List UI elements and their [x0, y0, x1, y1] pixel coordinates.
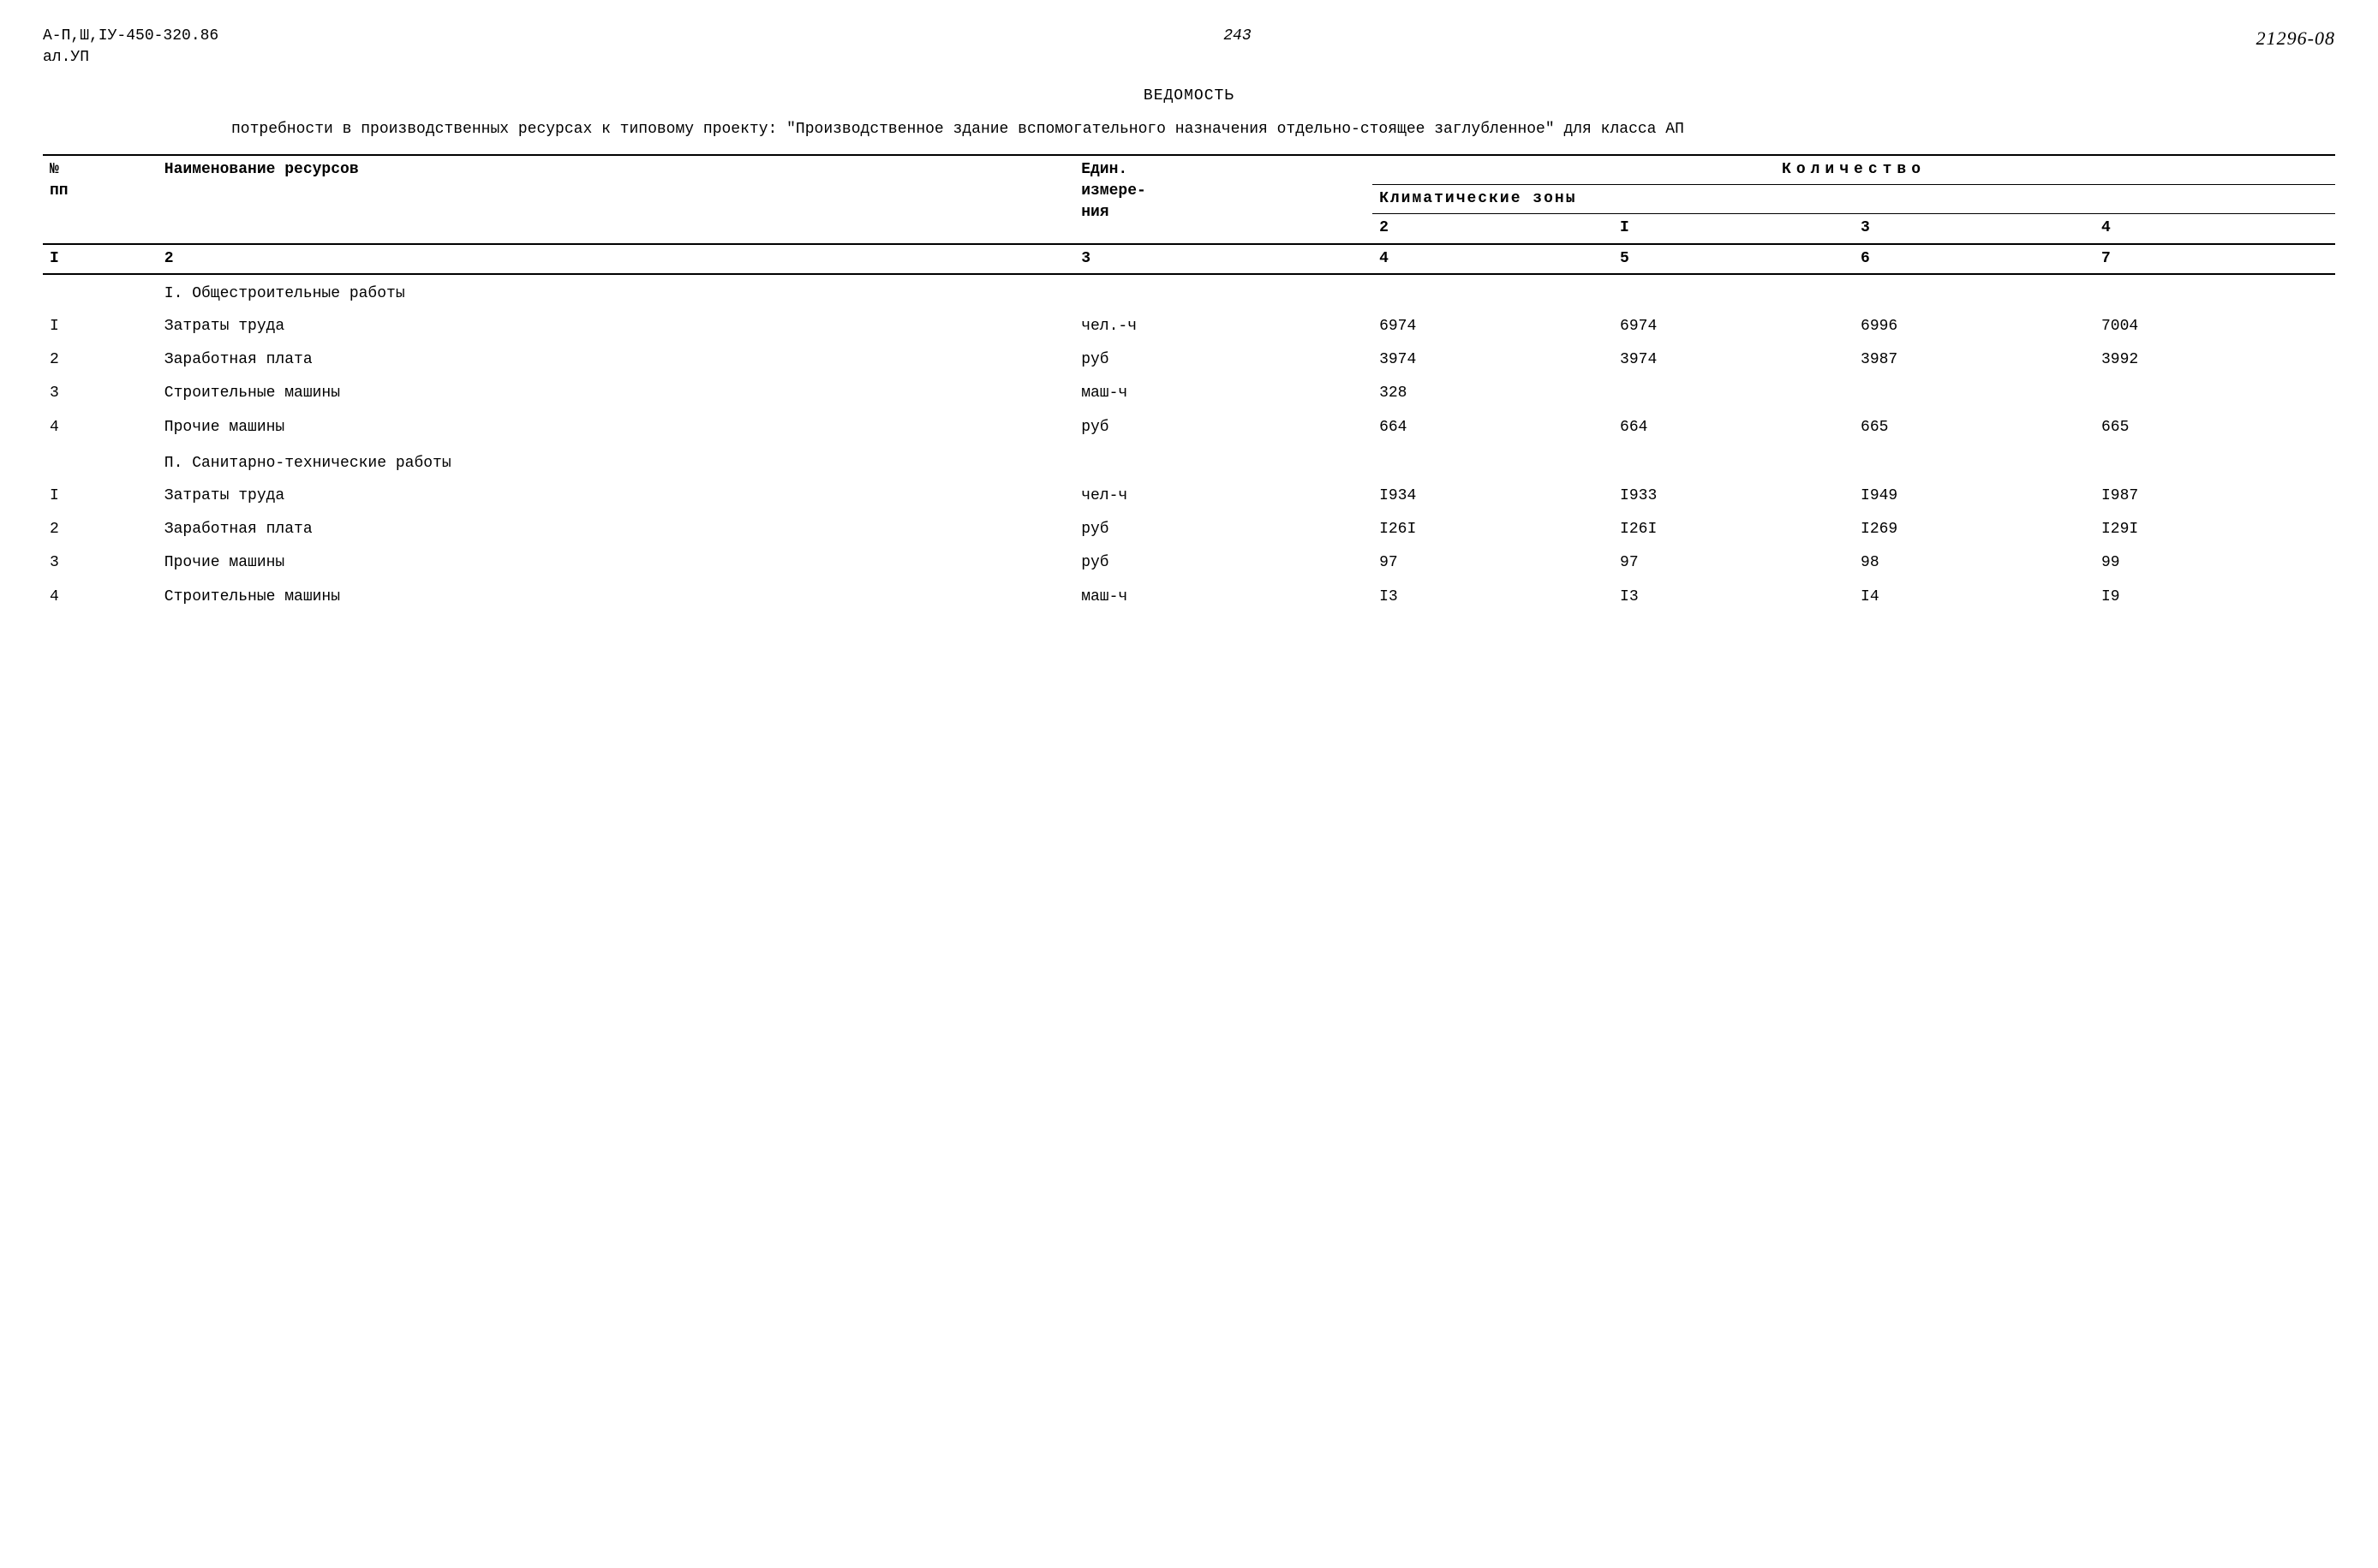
zone-val-1: 97: [1372, 546, 1613, 580]
row-name: Заработная плата: [158, 343, 1074, 377]
table-row: 3Строительные машинымаш-ч328: [43, 377, 2335, 410]
zone-val-4: 3992: [2094, 343, 2335, 377]
section-title-row: П. Санитарно-технические работы: [43, 444, 2335, 480]
row-num: I: [43, 310, 158, 343]
row-num: I: [43, 480, 158, 513]
table-row: 4Прочие машиныруб664664665665: [43, 411, 2335, 444]
colnum-3: 3: [1074, 244, 1372, 274]
zone-val-4: I9: [2094, 581, 2335, 614]
row-unit: чел.-ч: [1074, 310, 1372, 343]
zone-val-4: 99: [2094, 546, 2335, 580]
row-unit: руб: [1074, 546, 1372, 580]
colnum-7: 7: [2094, 244, 2335, 274]
section-title-row: I. Общестроительные работы: [43, 274, 2335, 310]
zone-val-1: I3: [1372, 581, 1613, 614]
zone-header-3: 3: [1854, 214, 2094, 244]
page-number: 243: [1223, 27, 1251, 45]
zone-val-1: 328: [1372, 377, 1613, 410]
row-name: Прочие машины: [158, 411, 1074, 444]
zone-val-2: [1613, 377, 1854, 410]
zone-val-4: I29I: [2094, 513, 2335, 546]
row-unit: руб: [1074, 411, 1372, 444]
zone-val-3: [1854, 377, 2094, 410]
page-number-wrap: 243: [218, 26, 2256, 47]
document-title: ВЕДОМОСТЬ: [43, 86, 2335, 107]
row-unit: руб: [1074, 343, 1372, 377]
zone-val-1: 664: [1372, 411, 1613, 444]
col-header-climate: Климатические зоны: [1372, 185, 2335, 214]
reference-number: 21296-08: [2256, 26, 2335, 52]
zone-val-3: I4: [1854, 581, 2094, 614]
zone-val-3: 6996: [1854, 310, 2094, 343]
resource-table: № пп Наименование ресурсов Един. измере-…: [43, 154, 2335, 614]
row-num: 4: [43, 581, 158, 614]
zone-header-4: 4: [2094, 214, 2335, 244]
col-header-num: № пп: [43, 155, 158, 244]
table-row: IЗатраты трудачел.-ч6974697469967004: [43, 310, 2335, 343]
table-header: № пп Наименование ресурсов Един. измере-…: [43, 155, 2335, 274]
row-num: 2: [43, 343, 158, 377]
zone-val-4: [2094, 377, 2335, 410]
row-unit: маш-ч: [1074, 581, 1372, 614]
row-name: Прочие машины: [158, 546, 1074, 580]
table-row: 4Строительные машинымаш-чI3I3I4I9: [43, 581, 2335, 614]
col-header-quantity: Количество: [1372, 155, 2335, 185]
zone-val-3: 3987: [1854, 343, 2094, 377]
zone-val-1: I26I: [1372, 513, 1613, 546]
row-num: 3: [43, 546, 158, 580]
zone-header-2: I: [1613, 214, 1854, 244]
zone-val-2: 6974: [1613, 310, 1854, 343]
colnum-2: 2: [158, 244, 1074, 274]
zone-val-2: 664: [1613, 411, 1854, 444]
zone-val-2: I933: [1613, 480, 1854, 513]
code-line2: ал.УП: [43, 47, 218, 69]
row-name: Строительные машины: [158, 581, 1074, 614]
zone-val-2: I3: [1613, 581, 1854, 614]
colnum-5: 5: [1613, 244, 1854, 274]
table-row: 2Заработная платарубI26II26II269I29I: [43, 513, 2335, 546]
section-title: I. Общестроительные работы: [158, 274, 2335, 310]
section-title: П. Санитарно-технические работы: [158, 444, 2335, 480]
colnum-4: 4: [1372, 244, 1613, 274]
document-subtitle: потребности в производственных ресурсах …: [231, 120, 2267, 140]
zone-val-3: 665: [1854, 411, 2094, 444]
table-row: 2Заработная платаруб3974397439873992: [43, 343, 2335, 377]
zone-val-4: I987: [2094, 480, 2335, 513]
zone-val-3: 98: [1854, 546, 2094, 580]
page-header: А-П,Ш,IУ-450-320.86 ал.УП 243 21296-08: [43, 26, 2335, 69]
zone-val-1: 3974: [1372, 343, 1613, 377]
zone-val-1: 6974: [1372, 310, 1613, 343]
col-header-name: Наименование ресурсов: [158, 155, 1074, 244]
row-unit: руб: [1074, 513, 1372, 546]
row-name: Затраты труда: [158, 480, 1074, 513]
row-name: Затраты труда: [158, 310, 1074, 343]
colnum-6: 6: [1854, 244, 2094, 274]
zone-val-3: I269: [1854, 513, 2094, 546]
table-row: 3Прочие машиныруб97979899: [43, 546, 2335, 580]
doc-code: А-П,Ш,IУ-450-320.86 ал.УП: [43, 26, 218, 69]
zone-val-4: 665: [2094, 411, 2335, 444]
zone-val-3: I949: [1854, 480, 2094, 513]
table-body: I. Общестроительные работыIЗатраты труда…: [43, 274, 2335, 614]
zone-val-2: 97: [1613, 546, 1854, 580]
zone-val-2: 3974: [1613, 343, 1854, 377]
colnum-1: I: [43, 244, 158, 274]
row-name: Заработная плата: [158, 513, 1074, 546]
zone-val-1: I934: [1372, 480, 1613, 513]
code-line1: А-П,Ш,IУ-450-320.86: [43, 26, 218, 47]
zone-val-2: I26I: [1613, 513, 1854, 546]
row-unit: маш-ч: [1074, 377, 1372, 410]
zone-header-1: 2: [1372, 214, 1613, 244]
row-unit: чел-ч: [1074, 480, 1372, 513]
row-num: 2: [43, 513, 158, 546]
zone-val-4: 7004: [2094, 310, 2335, 343]
row-name: Строительные машины: [158, 377, 1074, 410]
row-num: 3: [43, 377, 158, 410]
table-row: IЗатраты трудачел-чI934I933I949I987: [43, 480, 2335, 513]
row-num: 4: [43, 411, 158, 444]
col-header-unit: Един. измере- ния: [1074, 155, 1372, 244]
